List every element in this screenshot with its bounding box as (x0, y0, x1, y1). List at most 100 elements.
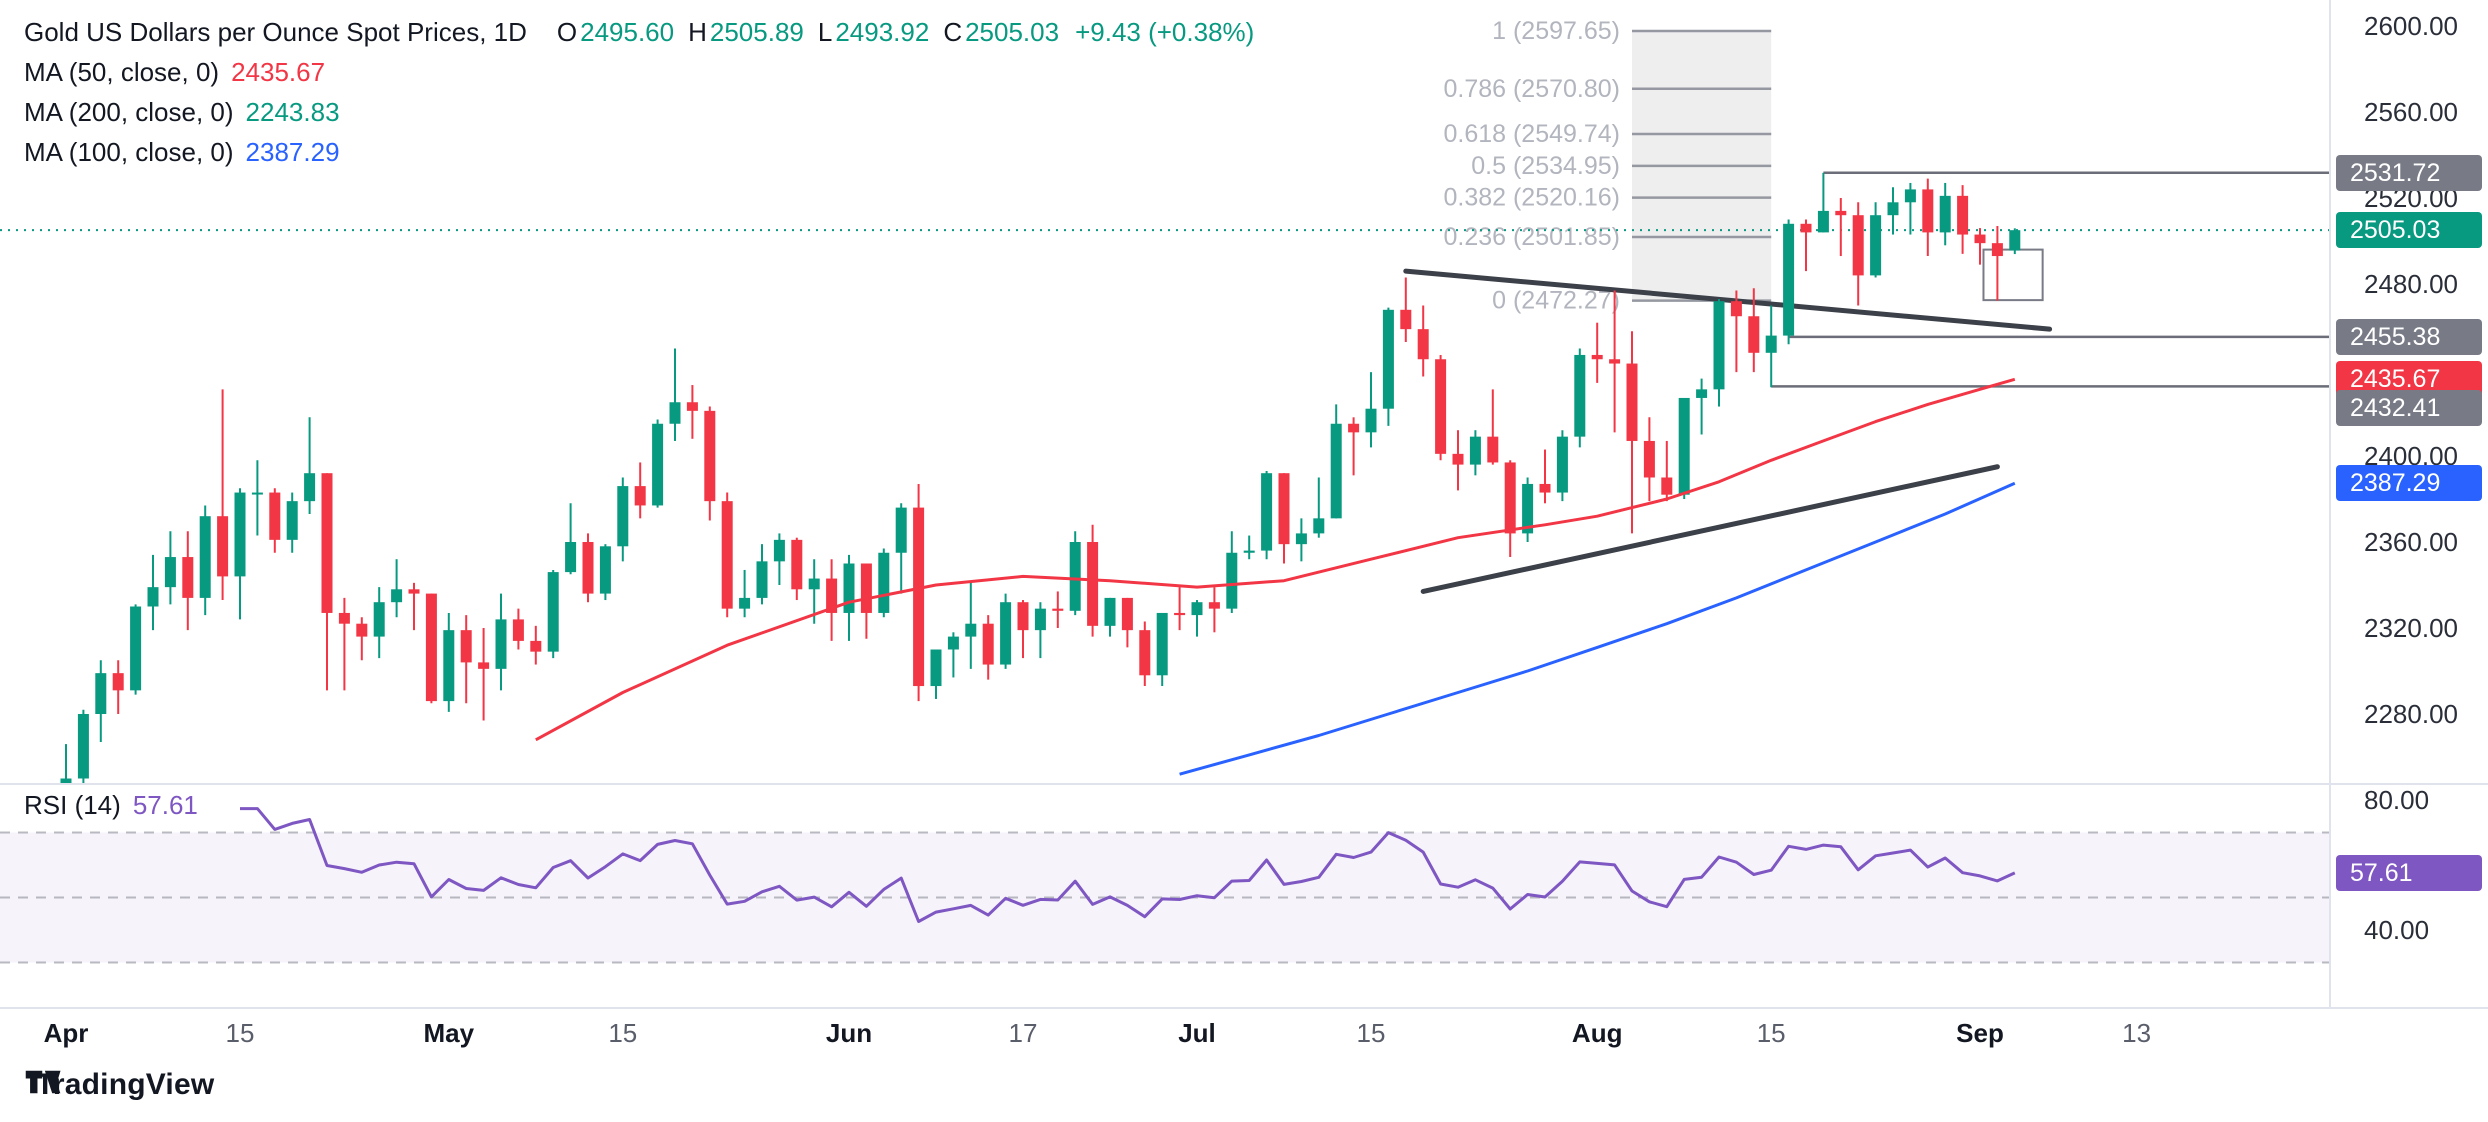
fib-level-label: 0.786 (2570.80) (1443, 75, 1620, 103)
candle-body (408, 589, 420, 594)
time-tick-label: Jul (1178, 1018, 1216, 1048)
candle-body (1835, 210, 1847, 216)
candle-body (234, 492, 246, 577)
candle-body (164, 557, 176, 588)
candle-body (1156, 612, 1168, 676)
time-tick-label: 15 (1356, 1018, 1386, 1048)
candle-body (530, 640, 542, 652)
tradingview-footer[interactable]: TradingView (24, 1068, 214, 1102)
candle-body (1696, 389, 1708, 398)
candle-body (1783, 223, 1795, 336)
candle-body (599, 546, 611, 594)
change-value: +9.43 (+0.38%) (1075, 16, 1255, 47)
candle-body (1469, 436, 1481, 465)
candle-body (1104, 597, 1116, 626)
tradingview-wordmark: TradingView (36, 1068, 215, 1101)
candle-body (269, 492, 281, 540)
trendline (1420, 464, 2000, 594)
candle-body (547, 572, 559, 652)
candle-body (1365, 408, 1377, 433)
time-tick-label: 13 (2122, 1018, 2152, 1048)
candle-body (1034, 608, 1046, 631)
candle-body (1522, 483, 1534, 534)
ma100-value: 2387.29 (245, 136, 340, 167)
candle-body (304, 473, 316, 502)
time-tick-label: Sep (1956, 1018, 2004, 1048)
symbol-title[interactable]: Gold US Dollars per Ounce Spot Prices, 1… (24, 16, 527, 47)
candle-body (1017, 602, 1029, 631)
candle-body (1139, 630, 1151, 676)
candle-body (2009, 230, 2021, 251)
candle-body (1504, 462, 1516, 534)
candle-body (704, 410, 716, 502)
candle-body (808, 578, 820, 590)
ma200-label[interactable]: MA (200, close, 0) (24, 96, 234, 127)
candle-body (1922, 189, 1934, 233)
candle-body (1452, 453, 1464, 465)
candle-body (251, 492, 263, 495)
time-tick-label: 17 (1008, 1018, 1038, 1048)
candle-body (669, 402, 681, 424)
candle-body (1313, 518, 1325, 534)
candle-body (686, 402, 698, 411)
candle-body (95, 673, 107, 714)
candle-body (1817, 210, 1829, 233)
price-box (1982, 248, 2044, 302)
candle-body (425, 593, 437, 702)
fib-level-label: 0.236 (2501.85) (1443, 223, 1620, 251)
rsi-label[interactable]: RSI (14) (24, 790, 121, 820)
candle-body (1382, 309, 1394, 409)
candle-body (1870, 215, 1882, 276)
candle-body (634, 486, 646, 506)
fib-level-label: 0.382 (2520.16) (1443, 184, 1620, 212)
candle-body (1435, 359, 1447, 454)
candle-body (652, 423, 664, 506)
fib-level-label: 1 (2597.65) (1492, 17, 1620, 45)
low-label: L (817, 16, 833, 47)
candle-body (77, 714, 89, 779)
candle-body (1330, 423, 1342, 519)
ma200-row: MA (200, close, 0) 2243.83 (24, 92, 1254, 132)
candle-body (1730, 301, 1742, 317)
candle-body (1087, 542, 1099, 626)
chart-canvas[interactable]: 1 (2597.65) 0.786 (2570.80) 0.618 (2549.74… (0, 0, 2488, 1012)
candle-body (1957, 195, 1969, 235)
candle-body (1295, 533, 1307, 545)
candle-body (930, 649, 942, 687)
candle-body (1574, 354, 1586, 437)
time-tick-label: 15 (1756, 1018, 1786, 1048)
ma50-line (535, 377, 2016, 742)
candle-body (1069, 542, 1081, 611)
candle-body (895, 507, 907, 553)
chart-legend: Gold US Dollars per Ounce Spot Prices, 1… (24, 12, 1254, 172)
fib-level-label: 0.5 (2534.95) (1471, 152, 1620, 180)
candle-body (843, 563, 855, 613)
ma100-label[interactable]: MA (100, close, 0) (24, 136, 234, 167)
candle-body (1208, 602, 1220, 609)
open-label: O (556, 16, 578, 47)
candle-body (1852, 215, 1864, 276)
ma50-label[interactable]: MA (50, close, 0) (24, 56, 220, 87)
close-value: 2505.03 (965, 16, 1060, 47)
candle-body (1713, 301, 1725, 390)
candle-body (826, 578, 838, 613)
tradingview-logo-icon (25, 1070, 61, 1094)
candle-body (338, 612, 350, 624)
candle-body (756, 561, 768, 598)
candle-body (1000, 602, 1012, 665)
rsi-line (240, 807, 2016, 923)
candle-body (565, 542, 577, 573)
candle-body (1591, 354, 1603, 360)
time-axis[interactable]: Apr 15 May 15 Jun 17 Jul 15 Aug 15 Sep 13 (0, 1008, 2488, 1056)
fib-level-label: 0.618 (2549.74) (1443, 120, 1620, 148)
ohlc-readout: O 2495.60 H 2505.89 L 2493.92 C 2505.03 +9.4… (543, 17, 1254, 48)
candle-body (321, 473, 333, 613)
candle-body (1278, 473, 1290, 545)
candle-body (1626, 363, 1638, 441)
candle-body (1556, 436, 1568, 493)
candle-body (1348, 423, 1360, 433)
candle-body (791, 539, 803, 590)
candle-body (878, 552, 890, 613)
candle-body (1904, 189, 1916, 203)
